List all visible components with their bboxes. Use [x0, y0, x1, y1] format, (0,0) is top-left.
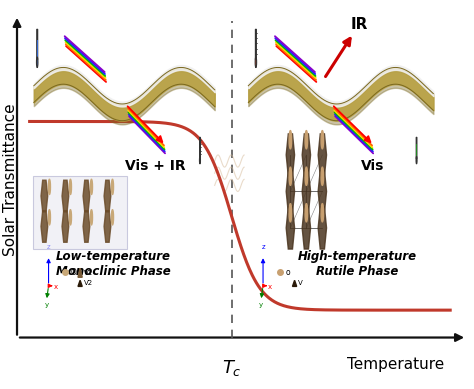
Circle shape — [321, 131, 324, 149]
Circle shape — [69, 210, 72, 225]
Text: y: y — [259, 302, 263, 308]
Text: Temperature: Temperature — [347, 357, 444, 372]
Text: IR: IR — [351, 17, 368, 32]
Text: O: O — [71, 268, 77, 277]
Polygon shape — [83, 210, 90, 242]
Polygon shape — [302, 134, 310, 176]
Text: Solar Transmittance: Solar Transmittance — [3, 103, 18, 256]
Circle shape — [36, 57, 38, 68]
Polygon shape — [286, 207, 294, 249]
FancyBboxPatch shape — [255, 29, 256, 60]
Circle shape — [305, 203, 308, 222]
Circle shape — [289, 167, 292, 186]
FancyBboxPatch shape — [416, 137, 417, 159]
Circle shape — [289, 131, 292, 149]
Circle shape — [289, 203, 292, 222]
Polygon shape — [302, 207, 310, 249]
Text: High-temperature
Rutile Phase: High-temperature Rutile Phase — [298, 251, 417, 279]
Text: o: o — [285, 268, 290, 277]
Text: y: y — [45, 302, 48, 308]
Polygon shape — [318, 134, 327, 176]
Text: z: z — [47, 244, 51, 250]
Polygon shape — [78, 268, 82, 277]
Polygon shape — [302, 170, 310, 212]
Polygon shape — [104, 210, 111, 242]
Circle shape — [416, 156, 417, 164]
Polygon shape — [292, 280, 297, 286]
Circle shape — [305, 167, 308, 186]
Circle shape — [91, 179, 92, 194]
Polygon shape — [62, 210, 69, 242]
Polygon shape — [318, 207, 327, 249]
Circle shape — [321, 203, 324, 222]
Text: Low-temperature
Monoclinic Phase: Low-temperature Monoclinic Phase — [56, 251, 171, 279]
Circle shape — [48, 210, 50, 225]
Text: V1: V1 — [83, 270, 93, 276]
Circle shape — [111, 179, 114, 194]
Polygon shape — [41, 180, 48, 212]
Polygon shape — [83, 180, 90, 212]
Polygon shape — [62, 180, 69, 212]
Polygon shape — [104, 180, 111, 212]
Text: V: V — [298, 280, 303, 286]
Circle shape — [91, 210, 92, 225]
Circle shape — [321, 167, 324, 186]
Text: x: x — [54, 284, 58, 290]
Circle shape — [255, 57, 256, 68]
Circle shape — [200, 156, 201, 164]
Polygon shape — [286, 134, 294, 176]
Circle shape — [305, 131, 308, 149]
Text: z: z — [261, 244, 265, 250]
Polygon shape — [41, 210, 48, 242]
Text: x: x — [268, 284, 272, 290]
FancyBboxPatch shape — [200, 137, 201, 159]
Circle shape — [111, 210, 114, 225]
Bar — [255, 40, 256, 58]
Polygon shape — [78, 280, 82, 286]
Polygon shape — [318, 170, 327, 212]
FancyBboxPatch shape — [36, 29, 38, 60]
Text: Vis: Vis — [361, 159, 384, 173]
Circle shape — [48, 179, 50, 194]
Text: V2: V2 — [83, 280, 92, 286]
Text: $T_c$: $T_c$ — [222, 358, 241, 378]
FancyBboxPatch shape — [34, 176, 127, 249]
Polygon shape — [286, 170, 294, 212]
Circle shape — [69, 179, 72, 194]
Text: Vis + IR: Vis + IR — [126, 159, 186, 173]
